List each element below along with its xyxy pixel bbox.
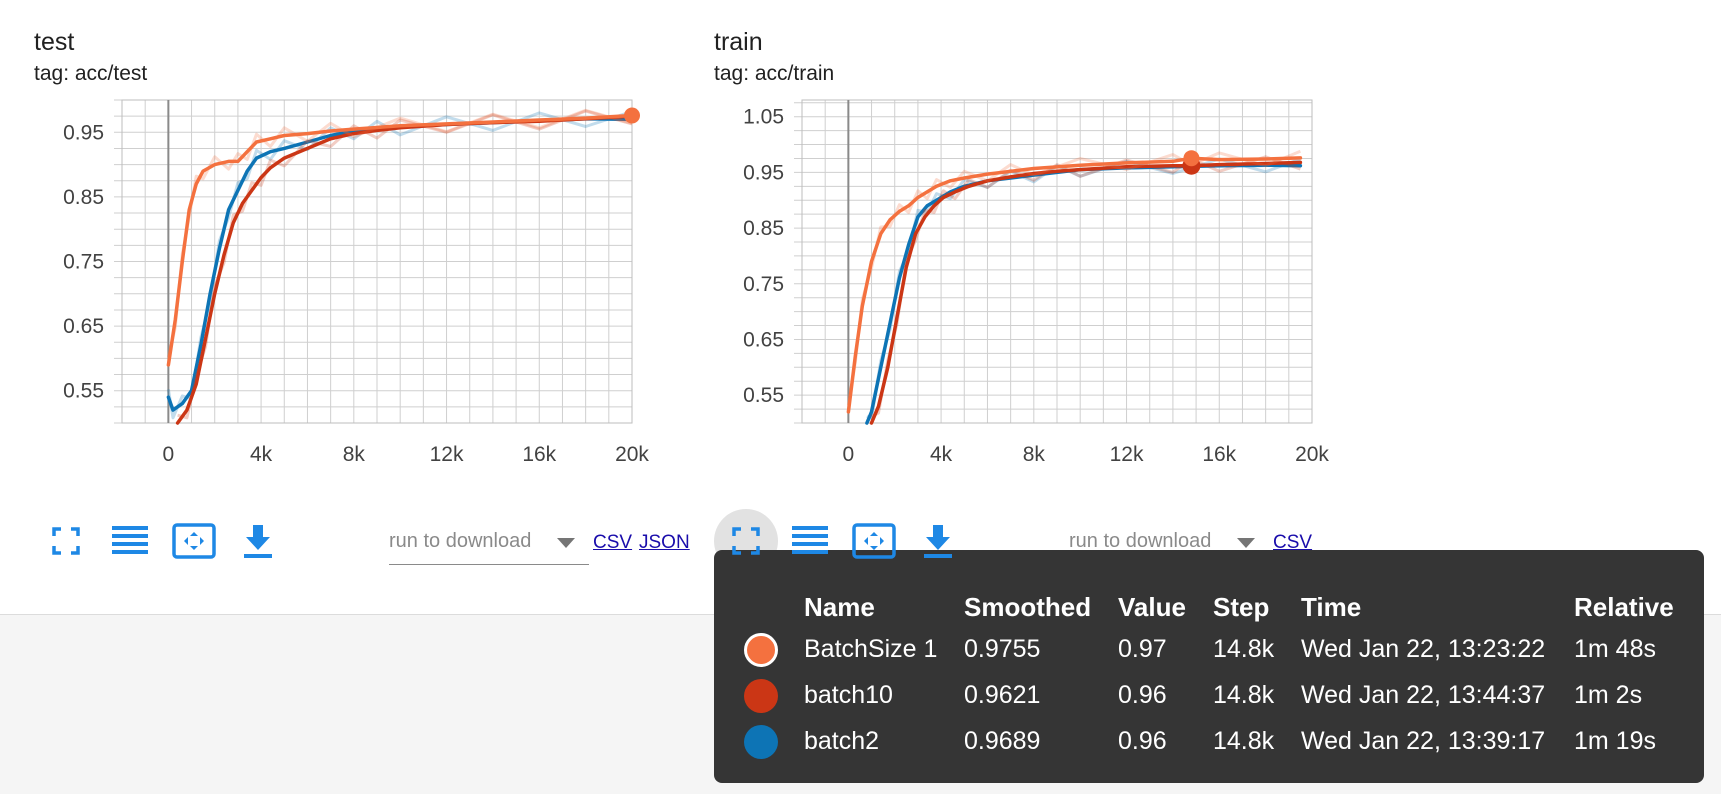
x-tick-label: 8k [1023, 443, 1046, 466]
plot-frame [121, 99, 633, 424]
y-tick-label: 0.75 [743, 273, 784, 296]
chart-title: test [34, 28, 75, 56]
fullscreen-button[interactable] [43, 518, 89, 564]
series-line-batchsize-1 [846, 156, 1303, 414]
y-tick-label: 0.75 [63, 251, 104, 274]
x-tick-label: 12k [430, 443, 464, 466]
y-tick-label: 0.85 [63, 186, 104, 209]
tooltip-header-name: Name [804, 592, 875, 622]
x-tick-label: 20k [615, 443, 649, 466]
fit-domain-button[interactable] [851, 518, 897, 564]
tooltip-row-relative: 1m 48s [1574, 635, 1656, 663]
series-line-batch2 [865, 163, 1303, 425]
series-swatch-batchsize1 [744, 633, 778, 667]
tooltip-header-time: Time [1301, 592, 1362, 622]
series-swatch-batch10 [744, 679, 778, 713]
x-tick-label: 20k [1295, 443, 1329, 466]
download-icon [924, 525, 952, 558]
tooltip-row-value: 0.96 [1118, 681, 1167, 709]
y-tick-label: 0.55 [63, 380, 104, 403]
tooltip-header-smoothed: Smoothed [964, 592, 1092, 622]
x-tick-label: 4k [250, 443, 273, 466]
csv-link[interactable]: CSV [1273, 532, 1313, 553]
tooltip-header-relative: Relative [1574, 592, 1674, 622]
tooltip-header-step: Step [1213, 592, 1270, 622]
series-raw-batch2 [866, 157, 1301, 420]
tooltip-row-value: 0.97 [1118, 635, 1167, 663]
chart-card-test: test tag: acc/test 0 4k 8k 12k 16k 20k 0.55 0.6… [0, 0, 690, 614]
series-swatch-batch2 [744, 725, 778, 759]
list-icon [792, 526, 828, 554]
tooltip-row-value: 0.96 [1118, 727, 1167, 755]
chart-train[interactable]: 0 4k 8k 12k 16k 20k 0.55 0.65 0.75 0.85 0.95 1.05 [680, 0, 1329, 510]
run-select-placeholder: run to download [389, 530, 532, 552]
y-tick-label: 0.65 [63, 315, 104, 338]
tooltip-row-smoothed: 0.9621 [964, 681, 1041, 709]
x-tick-label: 0 [163, 443, 175, 466]
tooltip-row-smoothed: 0.9755 [964, 635, 1041, 663]
x-tick-label: 16k [522, 443, 556, 466]
y-tick-label: 0.85 [743, 217, 784, 240]
y-tick-label: 0.95 [63, 121, 104, 144]
download-icon [244, 525, 272, 558]
csv-link[interactable]: CSV [593, 532, 633, 553]
chevron-down-icon [557, 538, 575, 548]
tooltip-row-time: Wed Jan 22, 13:44:37 [1301, 681, 1546, 709]
chart-title: train [714, 28, 763, 56]
y-tick-label: 0.65 [743, 328, 784, 351]
tooltip-row-relative: 1m 19s [1574, 727, 1656, 755]
plot-frame [801, 99, 1313, 424]
x-tick-label: 8k [343, 443, 366, 466]
tooltip-row-smoothed: 0.9689 [964, 727, 1041, 755]
x-tick-label: 0 [843, 443, 855, 466]
json-link[interactable]: JSON [639, 532, 690, 553]
chart-card-train: train tag: acc/train 0 4k 8k 12k 16k 20k 0.55 0… [680, 0, 1329, 614]
toggle-log-scale-button[interactable] [107, 518, 153, 564]
tooltip-row-name: BatchSize 1 [804, 635, 938, 663]
tooltip-row-step: 14.8k [1213, 681, 1275, 709]
tooltip-row-step: 14.8k [1213, 727, 1275, 755]
run-to-download-select[interactable]: run to download [389, 522, 589, 565]
series-line-batchsize-1 [166, 113, 634, 367]
fullscreen-icon [52, 527, 80, 555]
fit-domain-icon [172, 523, 216, 559]
chart-tag: tag: acc/test [34, 62, 148, 85]
chart-tag: tag: acc/train [714, 62, 835, 85]
hover-point-marker [1183, 150, 1200, 167]
fit-domain-button[interactable] [171, 518, 217, 564]
y-tick-label: 0.55 [743, 384, 784, 407]
tooltip-row-name: batch2 [804, 727, 880, 755]
fullscreen-icon [732, 527, 760, 555]
x-tick-label: 16k [1202, 443, 1236, 466]
series-line-batch10 [869, 160, 1303, 425]
y-tick-label: 1.05 [743, 106, 784, 129]
list-icon [112, 526, 148, 554]
series-line-batch10 [175, 114, 634, 425]
tooltip-row-relative: 1m 2s [1574, 681, 1643, 709]
download-image-button[interactable] [915, 518, 961, 564]
y-tick-label: 0.95 [743, 161, 784, 184]
hover-point-marker [624, 107, 640, 124]
tooltip-header-value: Value [1118, 592, 1186, 622]
chevron-down-icon [1237, 538, 1255, 548]
chart-test[interactable]: 0 4k 8k 12k 16k 20k 0.55 0.65 0.75 0.85 0.95 [0, 0, 649, 510]
x-tick-label: 12k [1110, 443, 1144, 466]
tooltip-row-step: 14.8k [1213, 635, 1275, 663]
tooltip-row-name: batch10 [804, 681, 893, 709]
tooltip-panel: Name Smoothed Value Step Time Relative B… [714, 550, 1704, 783]
run-select-placeholder: run to download [1069, 530, 1212, 552]
tooltip-row-time: Wed Jan 22, 13:39:17 [1301, 727, 1546, 755]
toggle-log-scale-button[interactable] [787, 518, 833, 564]
download-image-button[interactable] [235, 518, 281, 564]
x-tick-label: 4k [930, 443, 953, 466]
fit-domain-icon [852, 523, 896, 559]
tooltip-row-time: Wed Jan 22, 13:23:22 [1301, 635, 1546, 663]
